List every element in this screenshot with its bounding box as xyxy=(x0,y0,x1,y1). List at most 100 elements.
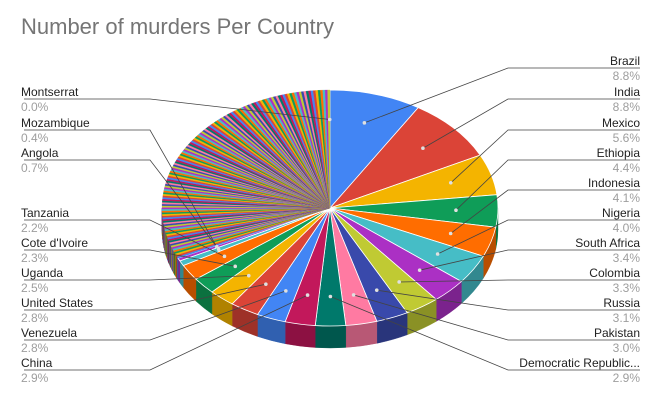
slice-label-name: Mexico xyxy=(601,116,640,130)
slice-label-percent: 0.0% xyxy=(21,100,49,114)
slice-label-percent: 0.4% xyxy=(21,131,49,145)
leader-dot-nigeria xyxy=(435,252,440,256)
leader-line-colombia xyxy=(399,279,640,283)
pie-side-10 xyxy=(315,325,347,349)
slice-label-tanzania: Tanzania 2.2% xyxy=(21,206,69,236)
leader-dot-brazil xyxy=(362,121,367,125)
leader-line-angola xyxy=(24,159,219,250)
slice-label-nigeria: Nigeria 4.0% xyxy=(602,206,640,236)
leader-dot-china xyxy=(305,293,310,297)
slice-label-pakistan: Pakistan 3.0% xyxy=(594,326,640,356)
leader-lines xyxy=(24,67,640,371)
slice-label-indonesia: Indonesia 4.1% xyxy=(588,176,640,206)
leader-line-venezuela xyxy=(24,290,286,341)
leader-line-indonesia xyxy=(450,189,640,234)
slice-label-name: Cote d'Ivoire xyxy=(21,236,88,250)
slice-label-south-africa: South Africa 3.4% xyxy=(575,236,640,266)
leader-line-china xyxy=(24,294,308,371)
slice-label-percent: 3.0% xyxy=(612,341,640,355)
leader-line-tanzania xyxy=(24,219,225,257)
slice-label-name: Venezuela xyxy=(21,326,78,340)
slice-label-name: Mozambique xyxy=(21,116,90,130)
slice-label-percent: 2.9% xyxy=(612,371,640,385)
leader-line-montserrat xyxy=(24,98,330,120)
slice-label-percent: 8.8% xyxy=(612,69,640,83)
slice-label-name: Russia xyxy=(603,296,640,310)
chart-title: Number of murders Per Country xyxy=(21,14,334,39)
leader-line-brazil xyxy=(364,67,640,124)
slice-label-name: Ethiopia xyxy=(596,146,640,160)
leader-line-pakistan xyxy=(353,294,640,341)
slice-label-india: India 8.8% xyxy=(613,85,640,115)
leader-dot-pakistan xyxy=(351,293,356,297)
slice-label-name: Nigeria xyxy=(601,206,640,220)
pie-slice-brazil xyxy=(329,89,419,210)
slice-label-percent: 4.4% xyxy=(612,161,640,175)
slice-label-mexico: Mexico 5.6% xyxy=(602,116,640,146)
leader-dot-tanzania xyxy=(222,254,227,259)
slice-label-name: Uganda xyxy=(21,266,64,280)
slice-label-uganda: Uganda 2.5% xyxy=(21,266,63,296)
slice-label-russia: Russia 3.1% xyxy=(603,296,640,326)
slice-label-percent: 4.0% xyxy=(612,221,640,235)
leader-dot-mozambique xyxy=(214,244,219,249)
leader-dot-uganda xyxy=(246,273,251,278)
slice-label-name: Colombia xyxy=(589,266,640,280)
slice-label-percent: 0.7% xyxy=(21,161,49,175)
slice-label-name: South Africa xyxy=(575,236,640,250)
slice-label-brazil: Brazil 8.8% xyxy=(610,54,640,84)
leader-dot-indonesia xyxy=(448,231,453,236)
leader-dot-angola xyxy=(216,247,221,252)
leader-dot-montserrat xyxy=(327,117,332,122)
slice-label-name: India xyxy=(613,85,640,99)
leader-dot-colombia xyxy=(397,280,401,284)
slice-label-percent: 3.3% xyxy=(612,281,640,295)
slice-label-name: China xyxy=(21,356,53,370)
leader-dot-democratic-republic xyxy=(328,294,333,299)
leader-line-democratic-republic xyxy=(330,296,640,371)
slice-label-name: Montserrat xyxy=(21,85,79,99)
slice-label-name: Angola xyxy=(21,146,59,160)
slice-label-mozambique: Mozambique 0.4% xyxy=(21,116,90,146)
leader-line-mozambique xyxy=(24,129,218,247)
leader-dot-russia xyxy=(374,288,379,292)
slice-label-venezuela: Venezuela 2.8% xyxy=(21,326,77,356)
slice-label-name: Tanzania xyxy=(21,206,70,220)
pie-side-18 xyxy=(177,257,181,284)
leader-dot-venezuela xyxy=(284,289,288,293)
leader-dot-mexico xyxy=(448,180,453,185)
slice-label-name: United States xyxy=(21,296,94,310)
leader-line-united-states xyxy=(24,283,266,311)
leader-dot-south-africa xyxy=(417,268,422,272)
slice-label-percent: 2.8% xyxy=(21,311,49,325)
slice-label-percent: 5.6% xyxy=(612,131,640,145)
slice-label-percent: 2.3% xyxy=(21,251,49,265)
leader-line-south-africa xyxy=(419,249,640,271)
slice-label-cote-d-ivoire: Cote d'Ivoire 2.3% xyxy=(21,236,88,266)
slice-label-angola: Angola 0.7% xyxy=(21,146,58,176)
leader-dot-ethiopia xyxy=(454,208,458,213)
slice-label-name: Pakistan xyxy=(593,326,640,340)
leader-line-india xyxy=(422,98,640,149)
slice-label-percent: 8.8% xyxy=(612,100,640,114)
leader-line-mexico xyxy=(450,129,640,184)
slice-label-percent: 2.9% xyxy=(21,371,49,385)
leader-line-russia xyxy=(376,289,640,311)
slice-label-ethiopia: Ethiopia 4.4% xyxy=(597,146,640,176)
slice-label-percent: 2.5% xyxy=(21,281,49,295)
slice-label-name: Democratic Republic... xyxy=(519,356,640,370)
slice-label-colombia: Colombia 3.3% xyxy=(589,266,640,296)
slice-label-united-states: United States 2.8% xyxy=(21,296,93,326)
leader-line-uganda xyxy=(24,275,249,281)
pie-slice-india xyxy=(328,107,481,209)
slice-label-montserrat: Montserrat 0.0% xyxy=(21,85,78,115)
slice-label-percent: 4.1% xyxy=(612,191,640,205)
slice-label-name: Indonesia xyxy=(587,176,640,190)
slice-label-democratic-republic: Democratic Republic... 2.9% xyxy=(519,356,640,386)
slice-label-percent: 2.8% xyxy=(21,341,49,355)
leader-dot-united-states xyxy=(264,282,268,286)
leader-line-cote-d-ivoire xyxy=(24,249,236,267)
slice-label-percent: 2.2% xyxy=(21,221,49,235)
slice-label-percent: 3.4% xyxy=(612,251,640,265)
